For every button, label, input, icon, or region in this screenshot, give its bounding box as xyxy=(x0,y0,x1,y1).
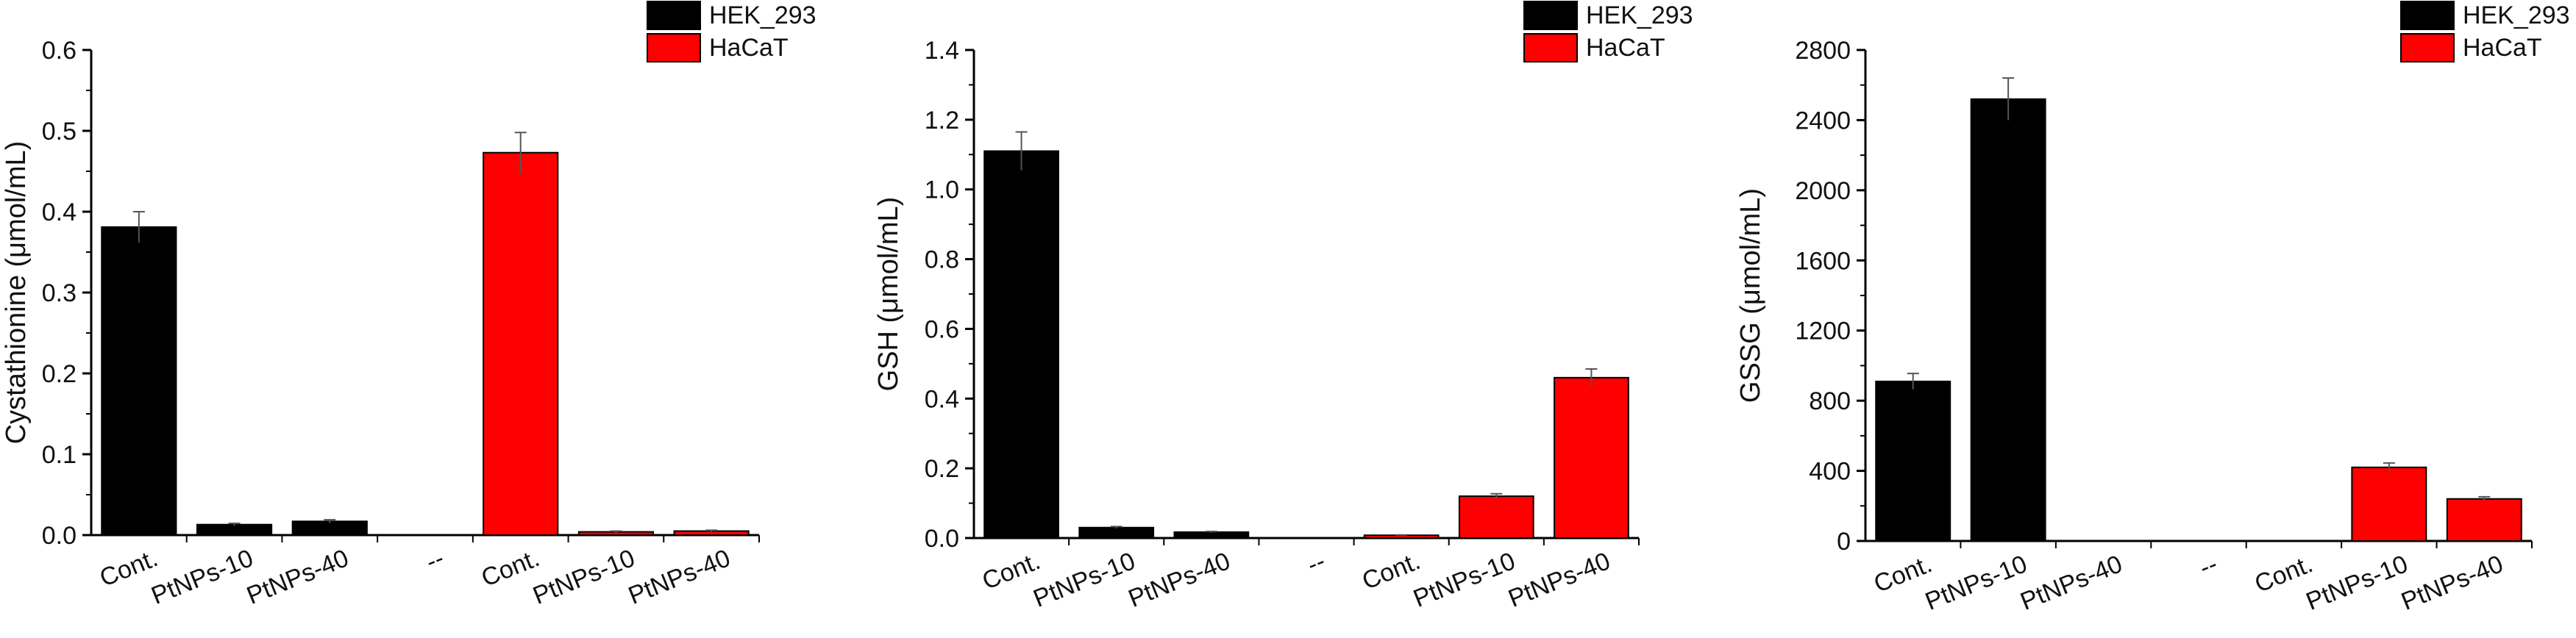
y-tick-label: 0.2 xyxy=(42,360,77,388)
y-tick-label: 1.2 xyxy=(925,107,959,135)
x-tick-label: -- xyxy=(422,544,448,576)
bar-cystathionine-4 xyxy=(483,151,559,536)
y-tick-label: 0.0 xyxy=(42,522,77,550)
x-tick-label: PtNPs-40 xyxy=(625,544,734,610)
x-tick-label: PtNPs-40 xyxy=(2016,550,2126,616)
y-axis-label: GSSG (μmol/mL) xyxy=(1735,188,1766,403)
y-tick-label: 2800 xyxy=(1795,37,1851,65)
chart-panel-gssg: 0 400 800 1200 1600 2000 2400 2800 GSSG (μmol/mL… xyxy=(1735,1,2570,616)
x-tick-label: PtNPs-10 xyxy=(147,544,257,610)
y-axis-label: Cystathionine (μmol/mL) xyxy=(1,141,32,445)
bar-gssg-1 xyxy=(1970,98,2046,542)
legend-swatch xyxy=(2400,1,2455,30)
x-tick-label: PtNPs-40 xyxy=(1125,547,1234,613)
y-tick-label: 0.4 xyxy=(42,198,77,226)
y-tick-label: 2000 xyxy=(1795,177,1851,205)
x-tick-label: PtNPs-10 xyxy=(1921,550,2031,616)
y-tick-label: 1.4 xyxy=(925,37,959,65)
y-tick-label: 800 xyxy=(1809,387,1851,415)
bar-cystathionine-1 xyxy=(196,523,273,537)
y-tick-label: 0.8 xyxy=(925,246,959,274)
y-tick-label: 0.1 xyxy=(42,441,77,469)
bar-gsh-1 xyxy=(1078,526,1155,539)
legend-swatch xyxy=(647,1,701,30)
y-tick-label: 1200 xyxy=(1795,318,1851,345)
y-tick-label: 1.0 xyxy=(925,176,959,204)
legend-swatch xyxy=(2400,33,2455,62)
y-tick-label: 0.3 xyxy=(42,279,77,307)
bar-gssg-6 xyxy=(2446,498,2522,542)
y-tick-label: 1600 xyxy=(1795,247,1851,275)
bar-cystathionine-0 xyxy=(101,226,177,536)
bar-gsh-0 xyxy=(983,150,1059,540)
legend-swatch xyxy=(1523,33,1578,62)
bar-gssg-5 xyxy=(2351,466,2427,542)
legend-label: HaCaT xyxy=(709,34,789,62)
x-tick-label: PtNPs-40 xyxy=(243,544,352,610)
x-tick-label: PtNPs-10 xyxy=(2302,550,2412,616)
x-tick-label: PtNPs-10 xyxy=(1030,547,1139,613)
legend-label: HaCaT xyxy=(2463,34,2542,62)
x-tick-label: PtNPs-10 xyxy=(1409,547,1519,613)
x-tick-label: PtNPs-10 xyxy=(529,544,638,610)
x-tick-label: -- xyxy=(2196,550,2221,582)
y-tick-label: 0.4 xyxy=(925,385,959,413)
x-tick-label: PtNPs-40 xyxy=(2397,550,2507,616)
y-tick-label: 0.5 xyxy=(42,118,77,146)
bar-gsh-5 xyxy=(1458,495,1534,539)
chart-panel-cystathionine: 0.0 0.1 0.2 0.3 0.4 0.5 0.6 Cystathionine (μmol… xyxy=(1,1,816,610)
y-tick-label: 0 xyxy=(1837,528,1851,556)
bar-cystathionine-2 xyxy=(291,520,368,536)
y-axis-label: GSH (μmol/mL) xyxy=(873,197,904,392)
legend-swatch xyxy=(1523,1,1578,30)
x-tick-label: PtNPs-40 xyxy=(1504,547,1614,613)
y-tick-label: 0.2 xyxy=(925,455,959,483)
bar-gsh-2 xyxy=(1173,531,1250,539)
y-tick-label: 0.0 xyxy=(925,525,959,553)
legend-label: HEK_293 xyxy=(1586,1,1693,29)
y-tick-label: 0.6 xyxy=(42,37,77,65)
bar-gsh-6 xyxy=(1554,376,1629,539)
y-tick-label: 0.6 xyxy=(925,315,959,343)
bar-gssg-0 xyxy=(1875,380,1951,542)
bar-gsh-4 xyxy=(1363,534,1440,539)
legend-swatch xyxy=(647,33,701,62)
legend-label: HEK_293 xyxy=(2463,1,2570,29)
legend-label: HEK_293 xyxy=(709,1,816,29)
y-tick-label: 2400 xyxy=(1795,107,1851,135)
x-tick-label: -- xyxy=(1303,547,1329,579)
legend-label: HaCaT xyxy=(1586,34,1665,62)
y-tick-label: 400 xyxy=(1809,458,1851,486)
